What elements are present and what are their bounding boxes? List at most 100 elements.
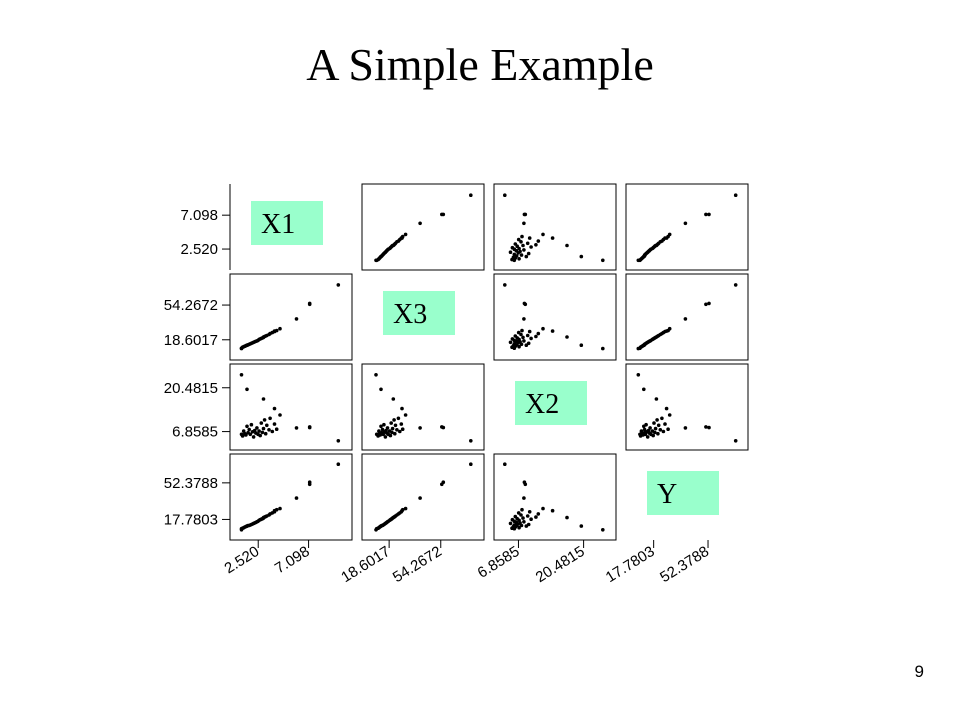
scatter-point-x1-x2-32 — [579, 254, 584, 259]
scatter-point-y-x2-24 — [519, 513, 523, 517]
scatter-point-x2-x1-31 — [261, 397, 266, 401]
scatter-point-y-x1-29 — [278, 506, 282, 511]
scatter-point-x3-x2-26 — [516, 330, 521, 335]
scatter-point-x2-x1-33 — [294, 426, 299, 430]
scatter-point-x1-x3-33 — [418, 221, 422, 226]
scatter-point-x3-x2-11 — [508, 340, 513, 345]
scatter-point-x2-x1-32 — [245, 387, 249, 392]
scatter-point-x2-x1-21 — [262, 418, 267, 422]
scatter-point-x3-x2-5 — [524, 343, 529, 348]
scatter-point-x1-x2-20 — [521, 243, 525, 248]
scatter-point-x3-x2-21 — [534, 334, 538, 339]
scatter-point-x2-x3-7 — [380, 427, 385, 432]
x-axis-tick-label-x2-1: 20.4815 — [533, 543, 588, 586]
scatter-panel-y-vs-x2 — [493, 453, 617, 541]
scatter-point-x2-x3-35 — [441, 425, 446, 430]
scatter-point-x1-x2-37 — [601, 258, 605, 263]
scatter-panel-x3-vs-x2 — [493, 273, 617, 361]
scatter-point-x2-y-7 — [642, 427, 647, 432]
scatter-point-x2-y-26 — [661, 429, 666, 434]
scatter-point-x3-x2-27 — [527, 329, 532, 334]
page-number: 9 — [914, 662, 924, 681]
scatter-point-x2-x1-22 — [263, 431, 268, 436]
scatter-point-x2-y-19 — [653, 430, 657, 435]
scatter-point-y-x1-36 — [336, 462, 341, 467]
scatter-point-x3-x1-35 — [307, 301, 312, 306]
scatter-panel-x3-vs-x1 — [229, 273, 353, 361]
x-axis-tick-label-x1-1: 7.098 — [272, 543, 313, 577]
scatter-point-x2-y-31 — [654, 397, 659, 401]
scatter-point-x3-x2-30 — [550, 329, 555, 333]
scatter-point-x2-x3-37 — [374, 373, 378, 377]
variable-label-y: Y — [657, 479, 677, 510]
scatter-point-x1-x2-24 — [519, 240, 523, 244]
scatter-point-x1-x2-21 — [534, 243, 538, 247]
scatter-point-y-x2-8 — [512, 523, 517, 527]
scatter-point-x1-x3-36 — [469, 193, 473, 197]
scatter-point-x2-x3-27 — [399, 422, 404, 426]
scatter-point-x3-x2-28 — [520, 328, 524, 333]
scatter-point-x2-y-11 — [645, 435, 650, 439]
scatter-point-x3-x1-29 — [278, 326, 282, 331]
x-axis-tick-label-x3-1: 54.2672 — [390, 543, 445, 586]
scatter-point-x2-x1-8 — [248, 432, 253, 437]
scatter-panel-y-vs-x1 — [229, 453, 353, 541]
scatter-point-x2-x1-30 — [272, 406, 277, 411]
scatter-point-x1-x3-35 — [441, 212, 446, 217]
scatter-point-x2-y-21 — [655, 418, 659, 422]
scatter-point-x2-x3-23 — [393, 423, 398, 428]
scatter-point-y-x3-35 — [441, 480, 446, 485]
scatter-point-x3-y-29 — [667, 326, 672, 331]
scatter-point-x2-x1-19 — [260, 430, 265, 435]
scatter-point-x1-x2-2 — [517, 257, 521, 261]
scatter-point-y-x1-35 — [307, 480, 312, 485]
y-axis-tick-label-y-1: 52.3788 — [164, 475, 218, 492]
scatter-point-x1-x2-31 — [565, 243, 569, 248]
scatter-point-x2-x1-37 — [239, 373, 244, 377]
scatter-point-x3-x2-32 — [579, 343, 584, 348]
scatter-point-x2-x3-17 — [388, 433, 393, 438]
variable-label-x3: X3 — [393, 299, 427, 330]
slide-title: A Simple Example — [306, 39, 654, 90]
scatter-point-y-x2-33 — [522, 496, 526, 500]
scatter-point-y-x2-28 — [520, 507, 524, 512]
scatter-point-x3-y-35 — [707, 301, 711, 306]
scatter-point-x1-x2-9 — [526, 251, 531, 256]
scatter-point-y-x3-37 — [374, 528, 378, 532]
scatter-point-x2-x1-25 — [268, 416, 272, 421]
scatter-point-y-x2-31 — [565, 515, 569, 520]
scatter-point-x2-y-29 — [667, 413, 672, 417]
scatter-point-x3-y-30 — [664, 329, 669, 333]
scatter-point-y-x2-17 — [510, 517, 515, 522]
scatter-point-y-x2-20 — [521, 516, 525, 520]
scatter-point-x3-x1-33 — [294, 317, 299, 321]
scatter-point-x2-x1-17 — [258, 433, 263, 438]
scatter-point-x3-y-34 — [704, 302, 708, 307]
scatter-point-x1-y-30 — [664, 236, 669, 240]
scatter-point-x2-x1-36 — [336, 439, 341, 443]
scatter-point-x2-x3-26 — [398, 429, 402, 434]
scatter-point-y-x2-25 — [536, 512, 541, 516]
scatter-point-x2-x3-30 — [400, 406, 404, 411]
scatter-panel-x2-vs-x3 — [361, 363, 485, 451]
y-axis-tick-label-x1-1: 7.098 — [180, 207, 218, 224]
scatter-point-y-x1-37 — [239, 528, 244, 532]
scatter-point-x2-x3-20 — [390, 426, 395, 431]
scatter-point-x2-x3-5 — [379, 424, 383, 429]
scatter-point-y-x3-33 — [418, 496, 422, 500]
scatter-point-y-x1-32 — [245, 524, 249, 528]
scatter-point-x2-x1-18 — [259, 421, 264, 425]
scatter-point-x1-x2-27 — [527, 236, 532, 240]
scatter-point-x1-y-33 — [683, 221, 688, 226]
scatter-point-x3-x2-35 — [522, 301, 527, 306]
y-axis-tick-label-x1-0: 2.520 — [180, 241, 218, 258]
scatter-point-x2-x3-36 — [469, 439, 473, 443]
variable-label-x1: X1 — [261, 209, 295, 240]
scatter-point-x2-x3-33 — [418, 426, 422, 430]
scatter-point-x1-x2-8 — [512, 252, 517, 257]
scatter-point-x2-x1-11 — [251, 435, 256, 439]
scatter-point-y-x2-22 — [513, 514, 518, 519]
scatter-point-x3-x2-37 — [601, 346, 605, 351]
scatter-point-x2-y-9 — [644, 422, 648, 427]
scatter-point-x3-x2-29 — [541, 326, 545, 331]
